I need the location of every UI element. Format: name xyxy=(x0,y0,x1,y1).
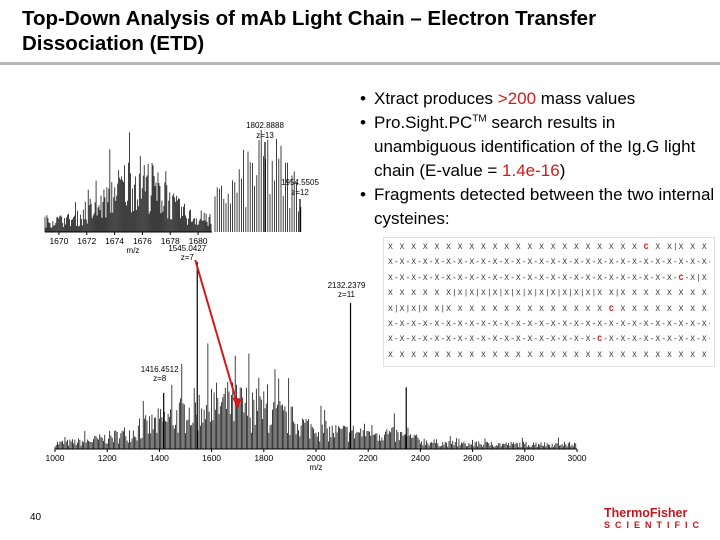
x-tick-label: 3000 xyxy=(568,453,587,463)
peak-charge-label: z=8 xyxy=(153,374,167,383)
peak-label: 1802.8888 xyxy=(246,121,284,130)
highlight-text: 1.4e-16 xyxy=(502,161,560,180)
peak-charge-label: z=12 xyxy=(291,188,309,197)
sequence-row: X-X-X-X-X-X-X-X-X-X-X-X-X-X-X-X-X-X-C-X-… xyxy=(388,335,710,345)
sequence-row: X-X-X-X-X-X-X-X-X-X-X-X-X-X-X-X-X-X-X-X-… xyxy=(388,319,710,329)
bullet-text: Fragments detected between the two inter… xyxy=(374,185,715,228)
x-tick-label: 2000 xyxy=(307,453,326,463)
bullet-text: Xtract produces xyxy=(374,89,498,108)
highlight-arrow xyxy=(194,259,239,405)
peak-label: 1416.4512 xyxy=(141,365,179,374)
peak-label: 2132.2379 xyxy=(328,281,366,290)
thermofisher-logo: ThermoFisher SCIENTIFIC xyxy=(604,507,710,531)
slide-title: Top-Down Analysis of mAb Light Chain – E… xyxy=(22,7,597,55)
peak-charge-label: z=11 xyxy=(338,290,356,299)
sequence-row: X|X|X|X X|X X X X X X X X X X X X X X C … xyxy=(388,304,708,314)
x-tick-label: 1678 xyxy=(161,236,180,246)
logo-line2: SCIENTIFIC xyxy=(604,520,705,530)
sequence-row: X X X X X X|X|X|X|X|X|X|X|X|X|X|X|X|X X|… xyxy=(388,289,708,299)
sequence-row: X-X-X-X-X-X-X-X-X-X-X-X-X-X-X-X-X-X-X-X-… xyxy=(388,273,708,283)
x-axis-label: m/z xyxy=(127,246,140,255)
peak-charge-label: z=7 xyxy=(181,253,195,262)
x-tick-label: 1000 xyxy=(46,453,65,463)
mass-spectrum-inset: 1670 1672 1674 1676 1678 1680 m/z 1802.8888z=13… xyxy=(44,121,319,255)
bullet-list: Xtract produces >200 mass values Pro.Sig… xyxy=(360,87,715,231)
sequence-row: X-X-X-X-X-X-X-X-X-X-X-X-X-X-X-X-X-X-X-X-… xyxy=(388,258,710,268)
highlight-text: >200 xyxy=(497,89,537,108)
bullet-text: ) xyxy=(559,161,566,180)
bullet-item: Xtract produces >200 mass values xyxy=(360,87,715,111)
sequence-coverage-map: X X X X X X X X X X X X X X X X X X X X … xyxy=(383,237,715,367)
x-axis-label: m/z xyxy=(310,463,323,472)
bullet-item: Pro.Sight.PCTM search results in unambig… xyxy=(360,111,715,183)
bullet-text: Pro.Sight.PC xyxy=(374,113,473,132)
x-tick-label: 1674 xyxy=(105,236,124,246)
x-tick-label: 1600 xyxy=(202,453,221,463)
bullet-text: TM xyxy=(472,113,487,125)
bullet-text: mass values xyxy=(536,89,636,108)
mass-spectrum: 1000 1200 1400 1600 1800 2000 2200 2400 2600 2800… xyxy=(46,244,587,472)
title-divider xyxy=(0,62,720,65)
cysteine-residue: C xyxy=(678,273,685,283)
cysteine-residue: C xyxy=(597,335,604,345)
x-tick-label: 2200 xyxy=(359,453,378,463)
cysteine-residue: C xyxy=(608,304,615,314)
x-tick-label: 1200 xyxy=(98,453,117,463)
x-tick-label: 2600 xyxy=(463,453,482,463)
bullet-text: search results in unambiguous identifica… xyxy=(374,113,696,180)
highlight-arrowhead xyxy=(232,397,243,409)
x-tick-label: 2800 xyxy=(515,453,534,463)
peak-charge-label: z=13 xyxy=(256,131,274,140)
x-tick-label: 1670 xyxy=(49,236,68,246)
x-tick-label: 1672 xyxy=(77,236,96,246)
x-tick-label: 1680 xyxy=(189,236,208,246)
sequence-row: X X X X X X X X X X X X X X X X X X X X … xyxy=(388,243,708,252)
cysteine-residue: C xyxy=(643,243,650,252)
logo-line1: ThermoFisher xyxy=(604,506,688,520)
x-tick-label: 2400 xyxy=(411,453,430,463)
x-tick-label: 1800 xyxy=(254,453,273,463)
sequence-row: X X X X X X X X X X X X X X X X X X X X … xyxy=(388,350,708,360)
x-tick-label: 1676 xyxy=(133,236,152,246)
page-number: 40 xyxy=(30,512,42,523)
bullet-item: Fragments detected between the two inter… xyxy=(360,183,715,231)
x-tick-label: 1400 xyxy=(150,453,169,463)
peak-label: 1545.0427 xyxy=(168,244,206,253)
peak-label: 1954.5505 xyxy=(281,178,319,187)
